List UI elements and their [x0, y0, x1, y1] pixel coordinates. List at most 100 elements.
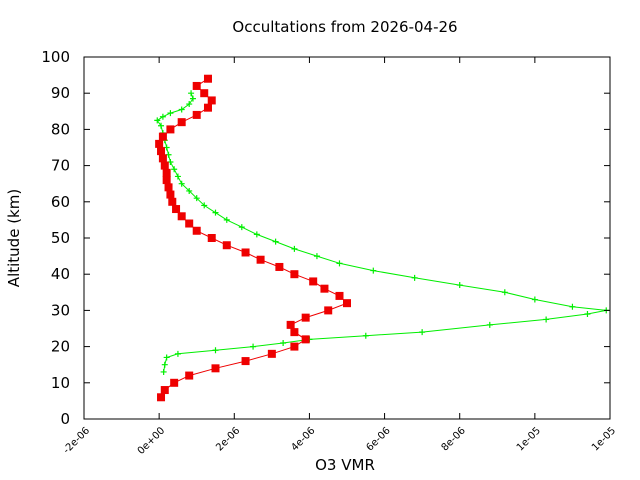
y-tick-label: 40	[51, 265, 70, 283]
y-tick-label: 70	[51, 157, 70, 175]
data-point	[335, 291, 344, 300]
data-point	[161, 361, 168, 368]
data-point	[238, 224, 245, 231]
data-point	[167, 110, 174, 117]
y-axis-label: Altitude (km)	[5, 189, 23, 287]
y-tick-label: 60	[51, 193, 70, 211]
data-point	[192, 226, 201, 235]
data-point	[301, 313, 310, 322]
data-point	[171, 166, 178, 173]
data-point	[168, 197, 177, 206]
data-point	[501, 289, 508, 296]
data-point	[301, 335, 310, 344]
data-point	[178, 106, 185, 113]
series-layer	[154, 74, 610, 402]
data-point	[241, 248, 250, 257]
data-point	[280, 339, 287, 346]
data-point	[222, 241, 231, 250]
data-point	[223, 216, 230, 223]
data-point	[207, 96, 216, 105]
data-point	[185, 371, 194, 380]
x-tick-label: -2e-06	[61, 425, 92, 456]
data-point	[320, 284, 329, 293]
data-point	[174, 350, 181, 357]
data-point	[362, 332, 369, 339]
data-point	[193, 195, 200, 202]
chart-title: Occultations from 2026-04-26	[232, 18, 457, 36]
x-tick-label: 0e+00	[136, 425, 168, 457]
data-point	[172, 205, 181, 214]
series-2	[155, 74, 351, 402]
data-point	[531, 296, 538, 303]
data-point	[162, 176, 171, 185]
x-tick-label: 4e-06	[289, 425, 317, 453]
data-point	[154, 117, 161, 124]
data-point	[188, 90, 195, 97]
data-point	[411, 274, 418, 281]
data-point	[272, 238, 279, 245]
data-point	[290, 342, 299, 351]
data-point	[212, 209, 219, 216]
y-tick-label: 90	[51, 84, 70, 102]
data-point	[203, 74, 212, 83]
data-point	[155, 139, 164, 148]
data-point	[177, 118, 186, 127]
data-point	[157, 393, 166, 402]
data-point	[186, 101, 193, 108]
x-tick-label: 6e-06	[365, 425, 393, 453]
data-point	[185, 219, 194, 228]
data-point	[290, 328, 299, 337]
data-point	[207, 234, 216, 242]
data-point	[313, 253, 320, 260]
data-point	[486, 321, 493, 328]
y-tick-label: 10	[51, 374, 70, 392]
x-axis: -2e-06 0e+00 2e-06 4e-06 6e-06 8e-06 1e-05 1e-0…	[61, 57, 618, 457]
data-point	[253, 231, 260, 238]
data-point	[370, 267, 377, 274]
data-point	[160, 386, 169, 395]
x-tick-label: 1e-05	[590, 425, 618, 453]
x-tick-label: 8e-06	[440, 425, 468, 453]
data-point	[159, 113, 166, 120]
data-point	[158, 132, 167, 141]
data-point	[160, 161, 169, 170]
data-point	[275, 262, 284, 271]
data-point	[186, 187, 193, 194]
y-tick-label: 0	[60, 410, 70, 428]
data-point	[166, 125, 175, 134]
data-point	[164, 183, 173, 192]
data-point	[158, 122, 165, 129]
data-point	[177, 212, 186, 221]
data-point	[212, 347, 219, 354]
y-tick-label: 80	[51, 120, 70, 138]
data-point	[203, 103, 212, 112]
data-point	[192, 81, 201, 90]
data-point	[178, 180, 185, 187]
data-point	[324, 306, 333, 315]
y-tick-label: 30	[51, 301, 70, 319]
data-point	[543, 316, 550, 323]
data-point	[163, 354, 170, 361]
data-point	[170, 378, 179, 387]
data-point	[211, 364, 220, 373]
data-point	[192, 110, 201, 119]
series-1	[154, 90, 610, 375]
data-point	[166, 190, 175, 199]
x-tick-label: 2e-06	[214, 425, 242, 453]
data-point	[286, 320, 295, 329]
data-point	[336, 260, 343, 267]
data-point	[160, 368, 167, 375]
data-point	[291, 245, 298, 252]
data-point	[201, 202, 208, 209]
data-point	[309, 277, 318, 286]
data-point	[250, 343, 257, 350]
data-point	[158, 154, 167, 163]
data-point	[584, 311, 591, 318]
data-point	[419, 329, 426, 336]
data-point	[162, 168, 171, 177]
y-axis: 0 10 20 30 40 50 60 70 80 90 100	[41, 48, 610, 428]
data-point	[256, 255, 265, 264]
series-line	[156, 93, 607, 372]
x-tick-label: 1e-05	[515, 425, 543, 453]
